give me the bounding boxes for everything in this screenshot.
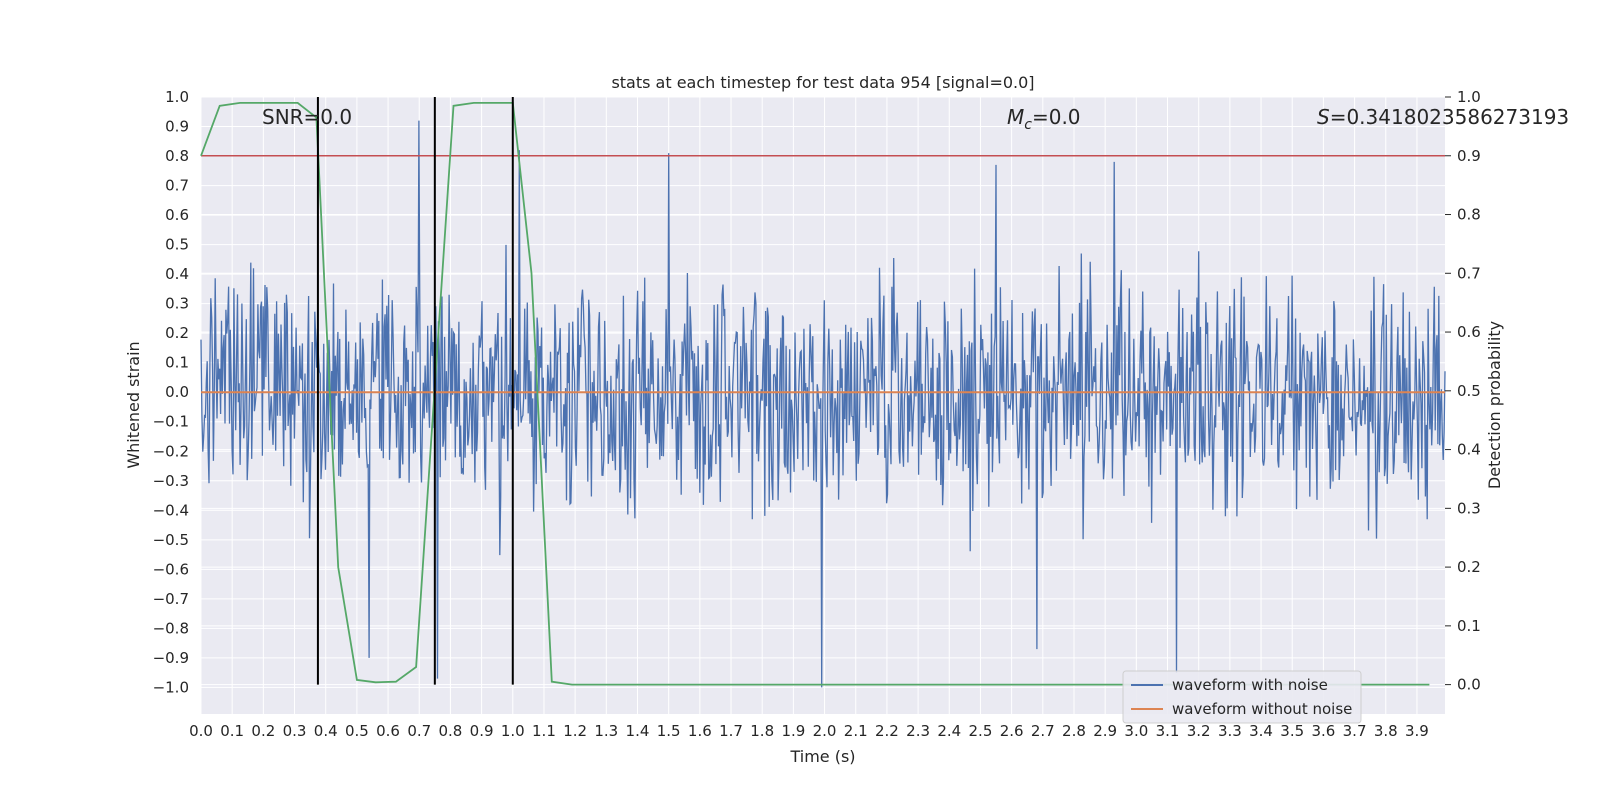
snr-annotation: SNR=0.0 <box>262 105 352 129</box>
x-tick-label: 2.2 <box>875 722 899 740</box>
x-tick-label: 3.9 <box>1405 722 1429 740</box>
y-tick-label: 0.2 <box>165 324 189 342</box>
s-symbol: S <box>1317 105 1330 129</box>
legend-label-noise: waveform with noise <box>1172 676 1328 694</box>
x-tick-label: 1.0 <box>501 722 525 740</box>
x-tick-label: 1.9 <box>781 722 805 740</box>
y-tick-label: 0.6 <box>165 206 189 224</box>
data-layer <box>200 97 1446 688</box>
x-tick-label: 1.4 <box>626 722 650 740</box>
y-tick-label: 1.0 <box>165 88 189 106</box>
x-tick-label: 1.6 <box>688 722 712 740</box>
x-tick-label: 1.2 <box>563 722 587 740</box>
x-tick-label: 3.2 <box>1187 722 1211 740</box>
y-tick-label: 0.3 <box>165 295 189 313</box>
x-tick-label: 2.0 <box>813 722 837 740</box>
mc-subscript: c <box>1024 117 1032 133</box>
x-tick-label: 1.7 <box>719 722 743 740</box>
y2-tick-label: 0.9 <box>1457 147 1481 165</box>
x-tick-label: 0.7 <box>407 722 431 740</box>
y-tick-label: 0.4 <box>165 265 189 283</box>
x-tick-label: 0.0 <box>189 722 213 740</box>
y-tick-label: −0.8 <box>153 619 189 637</box>
chart-title: stats at each timestep for test data 954… <box>611 73 1034 92</box>
series-detection-probability <box>200 102 1430 686</box>
y-axis-label: Whitened strain <box>124 341 143 468</box>
y-tick-label: 0.5 <box>165 236 189 254</box>
x-tick-label: 2.4 <box>937 722 961 740</box>
y2-tick-label: 0.5 <box>1457 382 1481 400</box>
y-tick-label: 0.0 <box>165 383 189 401</box>
x-tick-label: 2.5 <box>969 722 993 740</box>
x-tick-label: 0.6 <box>376 722 400 740</box>
y2-tick-label: 0.8 <box>1457 206 1481 224</box>
mc-symbol: M <box>1007 105 1024 129</box>
x-tick-label: 1.1 <box>532 722 556 740</box>
axis-layer: 0.0 0.1 0.2 0.3 0.4 0.5 0.6 0.7 0.8 0.9 1.0 1.1 1.2 1… <box>153 88 1481 740</box>
y2-tick-label: 0.4 <box>1457 441 1481 459</box>
x-tick-label: 1.3 <box>594 722 618 740</box>
x-tick-label: 3.1 <box>1156 722 1180 740</box>
y-tick-label: 0.8 <box>165 147 189 165</box>
y-tick-label: 0.7 <box>165 177 189 195</box>
x-tick-label: 3.5 <box>1280 722 1304 740</box>
x-tick-label: 2.1 <box>844 722 868 740</box>
x-tick-label: 1.8 <box>750 722 774 740</box>
x-tick-label: 3.8 <box>1374 722 1398 740</box>
y2-tick-label: 0.6 <box>1457 323 1481 341</box>
s-annotation: S=0.3418023586273193 <box>1317 105 1569 129</box>
x-tick-label: 2.3 <box>906 722 930 740</box>
y-tick-label: −0.7 <box>153 590 189 608</box>
x-tick-label: 0.5 <box>345 722 369 740</box>
x-tick-label: 0.9 <box>470 722 494 740</box>
grid-lines <box>200 96 1445 714</box>
y-tick-label: 0.1 <box>165 354 189 372</box>
s-value: =0.3418023586273193 <box>1330 105 1569 129</box>
x-tick-label: 0.2 <box>251 722 275 740</box>
y2-tick-label: 0.0 <box>1457 676 1481 694</box>
x-tick-label: 0.4 <box>314 722 338 740</box>
legend-label-clean: waveform without noise <box>1172 700 1352 718</box>
y-tick-label: −0.4 <box>153 501 189 519</box>
x-tick-label: 0.8 <box>438 722 462 740</box>
mc-value: =0.0 <box>1032 105 1081 129</box>
x-tick-label: 0.1 <box>220 722 244 740</box>
mc-annotation: Mc=0.0 <box>1007 105 1081 133</box>
y2-tick-label: 0.1 <box>1457 617 1481 635</box>
x-axis-label: Time (s) <box>789 747 855 766</box>
y-tick-label: −0.2 <box>153 442 189 460</box>
y-tick-label: −0.6 <box>153 560 189 578</box>
y-tick-label: 0.9 <box>165 118 189 136</box>
chart-legend: waveform with noise waveform without noi… <box>1122 670 1362 724</box>
series-waveform-with-noise <box>200 120 1446 688</box>
legend-box <box>1122 670 1362 724</box>
x-tick-label: 3.3 <box>1218 722 1242 740</box>
x-tick-label: 3.6 <box>1311 722 1335 740</box>
x-tick-label: 2.6 <box>1000 722 1024 740</box>
y2-axis-label: Detection probability <box>1485 321 1504 489</box>
x-tick-label: 3.0 <box>1124 722 1148 740</box>
y-tick-label: −0.9 <box>153 649 189 667</box>
x-tick-label: 2.8 <box>1062 722 1086 740</box>
y2-tick-label: 0.7 <box>1457 264 1481 282</box>
y-tick-label: −0.5 <box>153 531 189 549</box>
x-tick-label: 0.3 <box>283 722 307 740</box>
y-tick-label: −1.0 <box>153 678 189 696</box>
y-tick-label: −0.3 <box>153 472 189 490</box>
y2-tick-label: 1.0 <box>1457 88 1481 106</box>
x-tick-label: 2.9 <box>1093 722 1117 740</box>
x-tick-label: 2.7 <box>1031 722 1055 740</box>
x-tick-label: 3.7 <box>1343 722 1367 740</box>
x-tick-label: 3.4 <box>1249 722 1273 740</box>
x-tick-label: 1.5 <box>657 722 681 740</box>
y2-tick-label: 0.2 <box>1457 558 1481 576</box>
y-tick-label: −0.1 <box>153 413 189 431</box>
y2-tick-label: 0.3 <box>1457 499 1481 517</box>
